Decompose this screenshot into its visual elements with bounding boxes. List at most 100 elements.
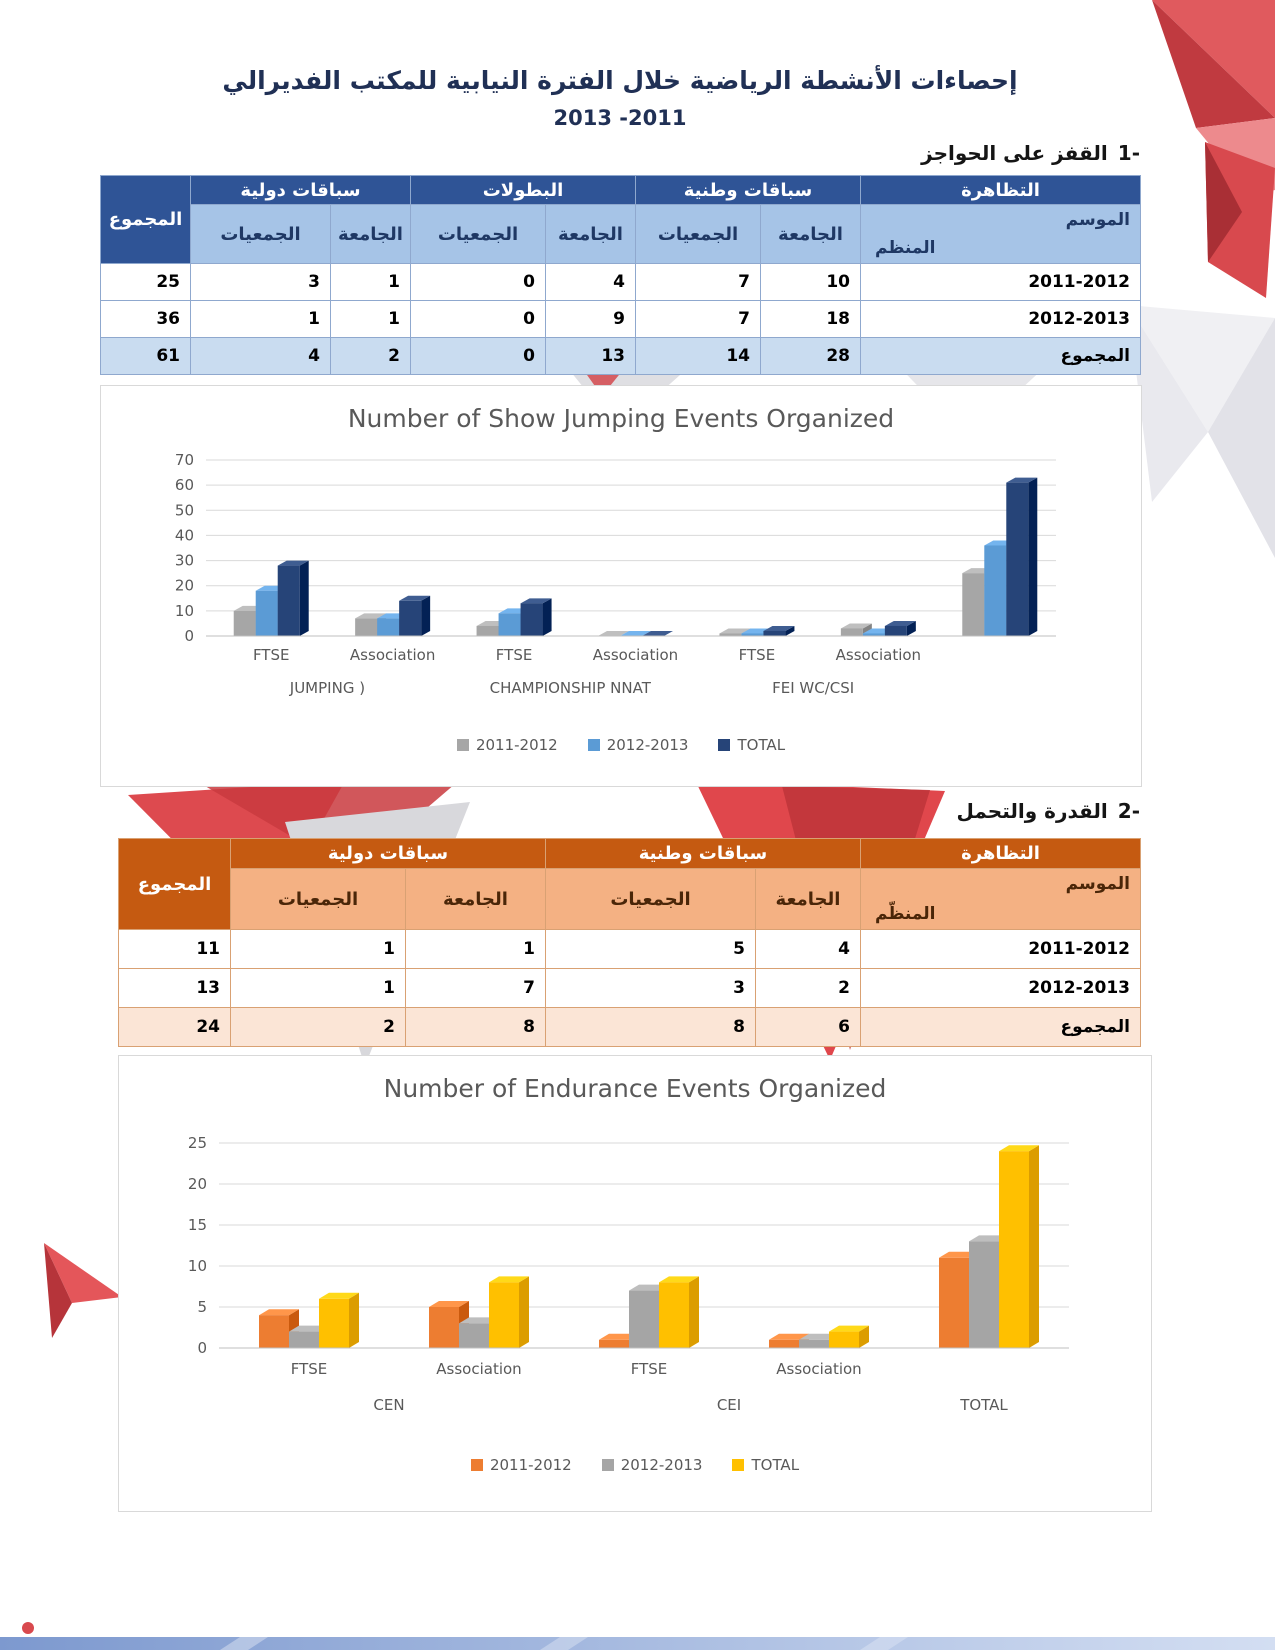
row-label: 2011-2012 bbox=[860, 929, 1141, 969]
y-tick-label: 50 bbox=[175, 501, 194, 519]
bar-top bbox=[719, 628, 751, 634]
bar-top bbox=[884, 620, 916, 626]
legend-label: TOTAL bbox=[751, 1456, 800, 1474]
y-tick-label: 10 bbox=[188, 1257, 207, 1275]
col-header-national-races: سباقات وطنية bbox=[545, 838, 861, 869]
season-label: الموسم bbox=[1065, 210, 1130, 230]
y-tick-label: 10 bbox=[175, 602, 194, 620]
bar bbox=[599, 1339, 629, 1348]
y-tick-label: 70 bbox=[175, 451, 194, 469]
show-jumping-table: التظاهرة سباقات وطنية البطولات سباقات دو… bbox=[100, 175, 1141, 375]
bar bbox=[459, 1323, 489, 1348]
x-group-label: FEI WC/CSI bbox=[772, 679, 854, 697]
legend-swatch-icon bbox=[718, 739, 731, 751]
table-cell: 11 bbox=[118, 929, 231, 969]
chart-legend: 2011-2012 2012-2013 TOTAL bbox=[119, 1456, 1151, 1474]
bar-top bbox=[763, 625, 795, 631]
bar bbox=[277, 565, 300, 636]
col-subheader-university: الجامعة bbox=[330, 204, 411, 264]
endurance-chart-canvas: 0 5 10 15 20 25 FTSE Association FTSE Association… bbox=[188, 1134, 1069, 1414]
col-subheader-associations: الجمعيات bbox=[635, 204, 761, 264]
legend-label: 2011-2012 bbox=[489, 1456, 572, 1474]
table-cell: 5 bbox=[545, 929, 756, 969]
section-number: 1- bbox=[1117, 141, 1140, 165]
bar-top bbox=[840, 623, 872, 629]
table-cell: 6 bbox=[755, 1007, 861, 1047]
x-category-label: FTSE bbox=[253, 646, 290, 664]
y-tick-label: 15 bbox=[188, 1216, 207, 1234]
table-cell: 3 bbox=[190, 263, 331, 301]
bar bbox=[984, 545, 1007, 636]
y-tick-label: 0 bbox=[184, 627, 194, 645]
table-cell: 0 bbox=[410, 300, 546, 338]
legend-swatch-icon bbox=[470, 1459, 483, 1471]
row-label: 2012-2013 bbox=[860, 968, 1141, 1008]
section-number: 2- bbox=[1117, 799, 1140, 823]
y-tick-label: 20 bbox=[188, 1175, 207, 1193]
legend-item: 2012-2013 bbox=[587, 736, 688, 754]
bar-top bbox=[999, 1145, 1039, 1152]
table-cell: 7 bbox=[635, 300, 761, 338]
bar bbox=[289, 1331, 319, 1348]
table-cell: 7 bbox=[635, 263, 761, 301]
bar-side bbox=[542, 598, 552, 636]
table-cell: 2 bbox=[755, 968, 861, 1008]
bar-side bbox=[785, 625, 795, 636]
legend-item: 2011-2012 bbox=[456, 736, 558, 754]
y-tick-label: 30 bbox=[175, 552, 194, 570]
legend-item: 2011-2012 bbox=[470, 1456, 572, 1474]
bar bbox=[741, 633, 764, 636]
chart-legend: 2011-2012 2012-2013 TOTAL bbox=[101, 736, 1141, 754]
legend-swatch-icon bbox=[601, 1459, 614, 1471]
x-category-label: Association bbox=[776, 1360, 861, 1378]
decor-bottom-left-triangle bbox=[22, 1243, 122, 1634]
legend-label: TOTAL bbox=[737, 736, 786, 754]
table-cell: 13 bbox=[545, 337, 636, 375]
row-label: المجموع bbox=[860, 337, 1141, 375]
table-subheader-row: الموسم المنظّم الجامعة الجمعيات الجامعة … bbox=[119, 868, 1141, 930]
bar-top bbox=[259, 1309, 299, 1316]
bar-top bbox=[429, 1301, 469, 1307]
bar-side bbox=[689, 1276, 699, 1348]
bar-top bbox=[520, 598, 552, 604]
endurance-table: التظاهرة سباقات وطنية سباقات دولية المجم… bbox=[118, 838, 1141, 1047]
bar bbox=[799, 1339, 829, 1348]
bar bbox=[939, 1257, 969, 1348]
bar-top bbox=[1006, 477, 1038, 483]
row-label: 2012-2013 bbox=[860, 300, 1141, 338]
col-subheader-associations: الجمعيات bbox=[410, 204, 546, 264]
col-subheader-university: الجامعة bbox=[760, 204, 861, 264]
x-group-label: CEN bbox=[373, 1396, 404, 1414]
table-cell: 1 bbox=[190, 300, 331, 338]
row-label: المجموع bbox=[860, 1007, 1141, 1047]
bar-top bbox=[769, 1333, 809, 1340]
section-heading-show-jumping: 1- القفز على الحواجز bbox=[921, 141, 1140, 165]
table-row: 2012-2013 2 3 7 1 13 bbox=[118, 968, 1141, 1008]
bar bbox=[399, 600, 422, 636]
col-subheader-university: الجامعة bbox=[545, 204, 636, 264]
col-subheader-associations: الجمعيات bbox=[230, 868, 406, 930]
bar-top bbox=[659, 1276, 699, 1283]
bar-top bbox=[319, 1292, 359, 1299]
col-subheader-associations: الجمعيات bbox=[545, 868, 756, 930]
col-subheader-university: الجامعة bbox=[755, 868, 861, 930]
bar bbox=[476, 625, 499, 636]
table-header-row: التظاهرة سباقات وطنية سباقات دولية المجم… bbox=[118, 838, 1141, 930]
bar bbox=[319, 1298, 349, 1348]
table-cell: 1 bbox=[330, 263, 411, 301]
x-group-label: TOTAL bbox=[959, 1396, 1008, 1414]
table-cell: 18 bbox=[760, 300, 861, 338]
legend-swatch-icon bbox=[732, 1459, 745, 1471]
bar bbox=[377, 618, 400, 636]
table-cell: 61 bbox=[100, 337, 191, 375]
table-cell: 0 bbox=[410, 263, 546, 301]
table-cell: 8 bbox=[545, 1007, 756, 1047]
bar bbox=[829, 1331, 859, 1348]
col-header-grand-total: المجموع bbox=[100, 175, 191, 264]
season-label: الموسم bbox=[1065, 874, 1130, 894]
table-cell: 24 bbox=[118, 1007, 231, 1047]
table-row: 2012-2013 18 7 9 0 1 1 36 bbox=[100, 300, 1141, 338]
col-subheader-university: الجامعة bbox=[405, 868, 546, 930]
bar-side bbox=[519, 1276, 529, 1348]
table-cell: 7 bbox=[405, 968, 546, 1008]
